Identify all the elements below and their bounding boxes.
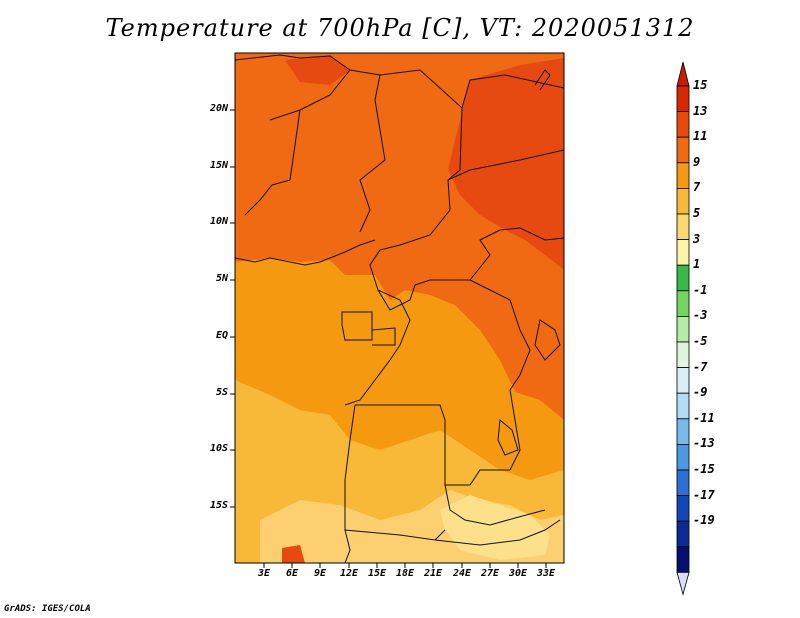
colorbar-segment: [676, 162, 690, 189]
colorbar-segment: [676, 418, 690, 445]
colorbar-label: -1: [693, 282, 708, 297]
map-title: Temperature at 700hPa [C], VT: 202005131…: [105, 14, 695, 42]
colorbar-segment: [676, 213, 690, 241]
colorbar-label: 7: [693, 180, 701, 195]
lon-label: 21E: [423, 568, 443, 579]
colorbar-segment: [676, 239, 690, 266]
footer-credit: GrADS: IGES/COLA: [4, 604, 91, 614]
field-13-15: [448, 58, 564, 270]
lat-label: 15N: [209, 160, 228, 171]
lat-ticks: [230, 109, 235, 508]
colorbar-label: -15: [693, 462, 715, 476]
colorbar-label: -11: [693, 410, 715, 425]
colorbar-segment: [676, 136, 690, 164]
colorbar-label: -19: [693, 513, 715, 528]
country-borders: [235, 54, 564, 563]
colorbar-label: 3: [693, 231, 701, 246]
colorbar-segment: [676, 469, 690, 497]
colorbar-label: 15: [693, 78, 708, 92]
colorbar: [676, 61, 690, 596]
colorbar-label: -17: [693, 487, 715, 502]
lon-ticks: [263, 563, 547, 568]
colorbar-segment: [676, 111, 690, 138]
colorbar-label: 1: [693, 257, 701, 272]
lon-label: 15E: [367, 568, 387, 579]
colorbar-label: -9: [693, 385, 708, 400]
lon-label: 3E: [257, 568, 271, 579]
colorbar-segment: [676, 264, 690, 292]
colorbar-label: -13: [693, 436, 715, 451]
colorbar-top-arrow: [676, 61, 690, 87]
lon-label: 12E: [339, 568, 359, 579]
lon-label: 24E: [452, 568, 472, 579]
colorbar-segment: [676, 85, 690, 113]
colorbar-label: 11: [693, 129, 708, 144]
colorbar-label: 5: [693, 206, 701, 220]
field-13-15-west: [285, 55, 350, 85]
lon-label: 30E: [508, 568, 528, 579]
lon-label: 9E: [313, 568, 327, 579]
colorbar-label: -7: [693, 359, 708, 374]
lat-label: 5S: [215, 387, 228, 398]
lat-label: 5N: [215, 273, 228, 284]
lon-label: 27E: [480, 568, 500, 579]
colorbar-segment: [676, 341, 690, 369]
colorbar-label: 9: [693, 154, 701, 169]
lat-label: 15S: [209, 500, 228, 511]
temperature-field: [235, 53, 564, 563]
colorbar-bottom-arrow: [676, 572, 690, 596]
colorbar-segment: [676, 520, 690, 548]
colorbar-segment: [676, 495, 690, 522]
plot-frame: [234, 52, 565, 564]
colorbar-label: -3: [693, 308, 708, 323]
colorbar-segment: [676, 443, 690, 471]
colorbar-label: 13: [693, 103, 708, 118]
lat-label: EQ: [215, 330, 228, 341]
lat-label: 10S: [209, 443, 228, 454]
colorbar-segment: [676, 187, 690, 215]
colorbar-label: -5: [693, 334, 708, 348]
lon-label: 18E: [395, 568, 415, 579]
lat-label: 20N: [209, 103, 228, 114]
lat-label: 10N: [209, 216, 228, 227]
lon-label: 6E: [285, 568, 299, 579]
colorbar-segment: [676, 367, 690, 394]
field-13-15-south: [282, 545, 305, 563]
lon-label: 33E: [536, 568, 556, 579]
colorbar-segment: [676, 546, 690, 573]
colorbar-segment: [676, 315, 690, 343]
colorbar-segment: [676, 290, 690, 317]
colorbar-segment: [676, 392, 690, 420]
